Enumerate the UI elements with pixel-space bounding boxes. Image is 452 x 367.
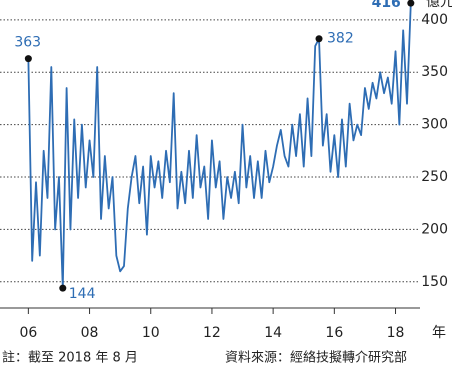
note: 註：截至 2018 年 8 月 (2, 351, 138, 366)
annotation-label: 144 (69, 286, 96, 302)
annotation-label: 363 (14, 35, 41, 51)
y-tick-label: 200 (421, 221, 448, 237)
annotation-dot (24, 55, 32, 63)
source: 資料來源：經絡技擬轉介研究部 (225, 350, 407, 366)
annotation-label: 382 (327, 31, 354, 47)
x-tick-label: 10 (142, 325, 160, 341)
x-tick-label: 16 (325, 325, 343, 341)
annotation-dot (59, 284, 67, 292)
annotation-label: 416 (372, 0, 401, 11)
x-tick-label: 06 (19, 325, 37, 341)
x-tick-label: 08 (81, 325, 99, 341)
annotation-dot (315, 35, 323, 43)
series-line (27, 3, 412, 289)
x-tick-label: 12 (203, 325, 221, 341)
y-unit: 億元 (426, 0, 452, 10)
y-tick-label: 400 (421, 12, 448, 28)
x-tick-label: 14 (264, 325, 282, 341)
x-tick-label: 18 (387, 325, 405, 341)
y-tick-label: 150 (421, 274, 448, 290)
x-unit: 年 (432, 325, 446, 341)
y-tick-label: 350 (421, 64, 448, 80)
annotation-dot (407, 0, 415, 7)
y-tick-label: 250 (421, 169, 448, 185)
y-tick-label: 300 (421, 117, 448, 133)
